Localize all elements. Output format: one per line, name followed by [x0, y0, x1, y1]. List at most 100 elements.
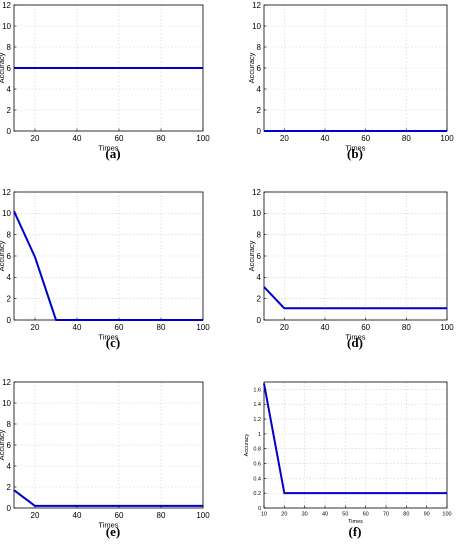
x-tick-label: 80 [157, 134, 166, 143]
x-tick-label: 20 [280, 323, 289, 332]
x-tick-label: 100 [440, 134, 454, 143]
x-tick-label: 60 [363, 512, 369, 518]
y-tick-label: 1.2 [253, 417, 261, 423]
x-tick-label: 80 [157, 511, 166, 520]
x-tick-label: 10 [261, 512, 267, 518]
y-tick-label: 4 [257, 85, 262, 94]
x-axis-label: Times [345, 333, 365, 342]
x-tick-label: 60 [115, 134, 124, 143]
x-tick-label: 100 [440, 323, 454, 332]
x-axis-label: Times [98, 333, 118, 342]
y-axis-label: Accuracy [247, 52, 256, 83]
x-axis-label: Times [98, 144, 118, 153]
y-tick-label: 0.6 [253, 461, 261, 467]
x-axis-label: Times [348, 519, 363, 525]
y-axis-label: Accuracy [247, 240, 256, 271]
y-tick-label: 4 [7, 462, 12, 471]
x-tick-label: 80 [402, 134, 411, 143]
x-axis-label: Times [345, 144, 365, 153]
x-tick-label: 100 [442, 512, 451, 518]
x-tick-label: 100 [196, 134, 210, 143]
y-tick-label: 0 [7, 504, 12, 513]
x-tick-label: 80 [402, 323, 411, 332]
chart-panel-c: 20 40 60 80 100 0 2 4 6 8 10 12 Times Accuracy (c) [0, 188, 210, 350]
x-tick-label: 40 [73, 134, 82, 143]
y-tick-label: 12 [252, 188, 261, 197]
y-tick-label: 0 [7, 127, 12, 136]
y-tick-label: 10 [2, 399, 11, 408]
chart-panel-e: 20 40 60 80 100 0 2 4 6 8 10 12 Times Accuracy (e) [0, 378, 210, 539]
y-tick-label: 10 [2, 22, 11, 31]
y-tick-label: 6 [7, 252, 12, 261]
chart-panel-a: 20 40 60 80 100 0 2 4 6 8 10 12 Times Accuracy (a) [0, 1, 210, 161]
x-tick-label: 40 [321, 323, 330, 332]
y-tick-label: 2 [257, 106, 262, 115]
series-line [13, 210, 203, 321]
y-tick-label: 0.8 [253, 447, 261, 453]
x-tick-label: 100 [196, 511, 210, 520]
x-tick-label: 20 [31, 134, 40, 143]
y-tick-label: 2 [7, 294, 12, 303]
plot-frame [263, 381, 448, 509]
panel-label: (d) [347, 335, 363, 350]
y-tick-label: 8 [7, 230, 12, 239]
y-tick-label: 0.4 [253, 476, 261, 482]
x-tick-label: 40 [73, 323, 82, 332]
y-tick-label: 6 [7, 441, 12, 450]
y-tick-label: 10 [2, 209, 11, 218]
x-tick-label: 60 [115, 323, 124, 332]
series-line [263, 383, 447, 495]
y-tick-label: 12 [252, 1, 261, 10]
x-tick-label: 40 [73, 511, 82, 520]
y-tick-label: 2 [257, 294, 262, 303]
y-axis-label: Accuracy [0, 240, 6, 271]
x-tick-label: 60 [115, 511, 124, 520]
chart-panel-b: 20 40 60 80 100 0 2 4 6 8 10 12 Times Accuracy (b) [247, 1, 454, 161]
x-tick-label: 80 [157, 323, 166, 332]
y-tick-label: 4 [7, 273, 12, 282]
panel-label: (c) [106, 335, 120, 350]
panel-label: (e) [106, 524, 120, 539]
y-tick-label: 0.2 [253, 491, 261, 497]
y-tick-label: 6 [7, 64, 12, 73]
y-tick-label: 2 [7, 106, 12, 115]
x-tick-label: 40 [321, 134, 330, 143]
y-tick-label: 0 [7, 316, 12, 325]
y-axis-label: Accuracy [244, 433, 250, 456]
y-tick-label: 1 [258, 432, 261, 438]
x-tick-label: 20 [31, 511, 40, 520]
y-tick-label: 12 [2, 378, 11, 387]
x-tick-label: 40 [322, 512, 328, 518]
y-axis-label: Accuracy [0, 52, 6, 83]
panel-label: (a) [105, 146, 120, 161]
y-tick-label: 6 [257, 252, 262, 261]
y-tick-label: 4 [7, 85, 12, 94]
y-tick-label: 10 [252, 22, 261, 31]
x-tick-label: 70 [383, 512, 389, 518]
panel-label: (b) [347, 146, 363, 161]
y-tick-label: 6 [257, 64, 262, 73]
y-tick-label: 1.6 [253, 387, 261, 393]
y-tick-label: 2 [7, 483, 12, 492]
y-tick-label: 0 [257, 127, 262, 136]
y-tick-label: 0 [257, 316, 262, 325]
y-tick-label: 8 [257, 230, 262, 239]
x-axis-label: Times [98, 521, 118, 530]
x-tick-label: 20 [31, 323, 40, 332]
y-tick-label: 12 [2, 1, 11, 10]
series-line [263, 286, 447, 310]
y-axis-label: Accuracy [0, 429, 6, 460]
x-tick-label: 100 [196, 323, 210, 332]
x-tick-label: 80 [403, 512, 409, 518]
series-line [13, 489, 203, 507]
y-tick-label: 8 [257, 43, 262, 52]
y-tick-label: 12 [2, 188, 11, 197]
y-tick-label: 0 [258, 506, 261, 512]
x-tick-label: 50 [342, 512, 348, 518]
x-tick-label: 20 [281, 512, 287, 518]
chart-panel-d: 20 40 60 80 100 0 2 4 6 8 10 12 Times Accuracy (d) [247, 188, 454, 350]
chart-panel-f: 10 20 30 40 50 60 70 80 90 100 0 0.2 0.4 0.6 0.8 1 1.2 1.… [244, 381, 452, 539]
x-tick-label: 20 [280, 134, 289, 143]
x-tick-label: 60 [361, 134, 370, 143]
